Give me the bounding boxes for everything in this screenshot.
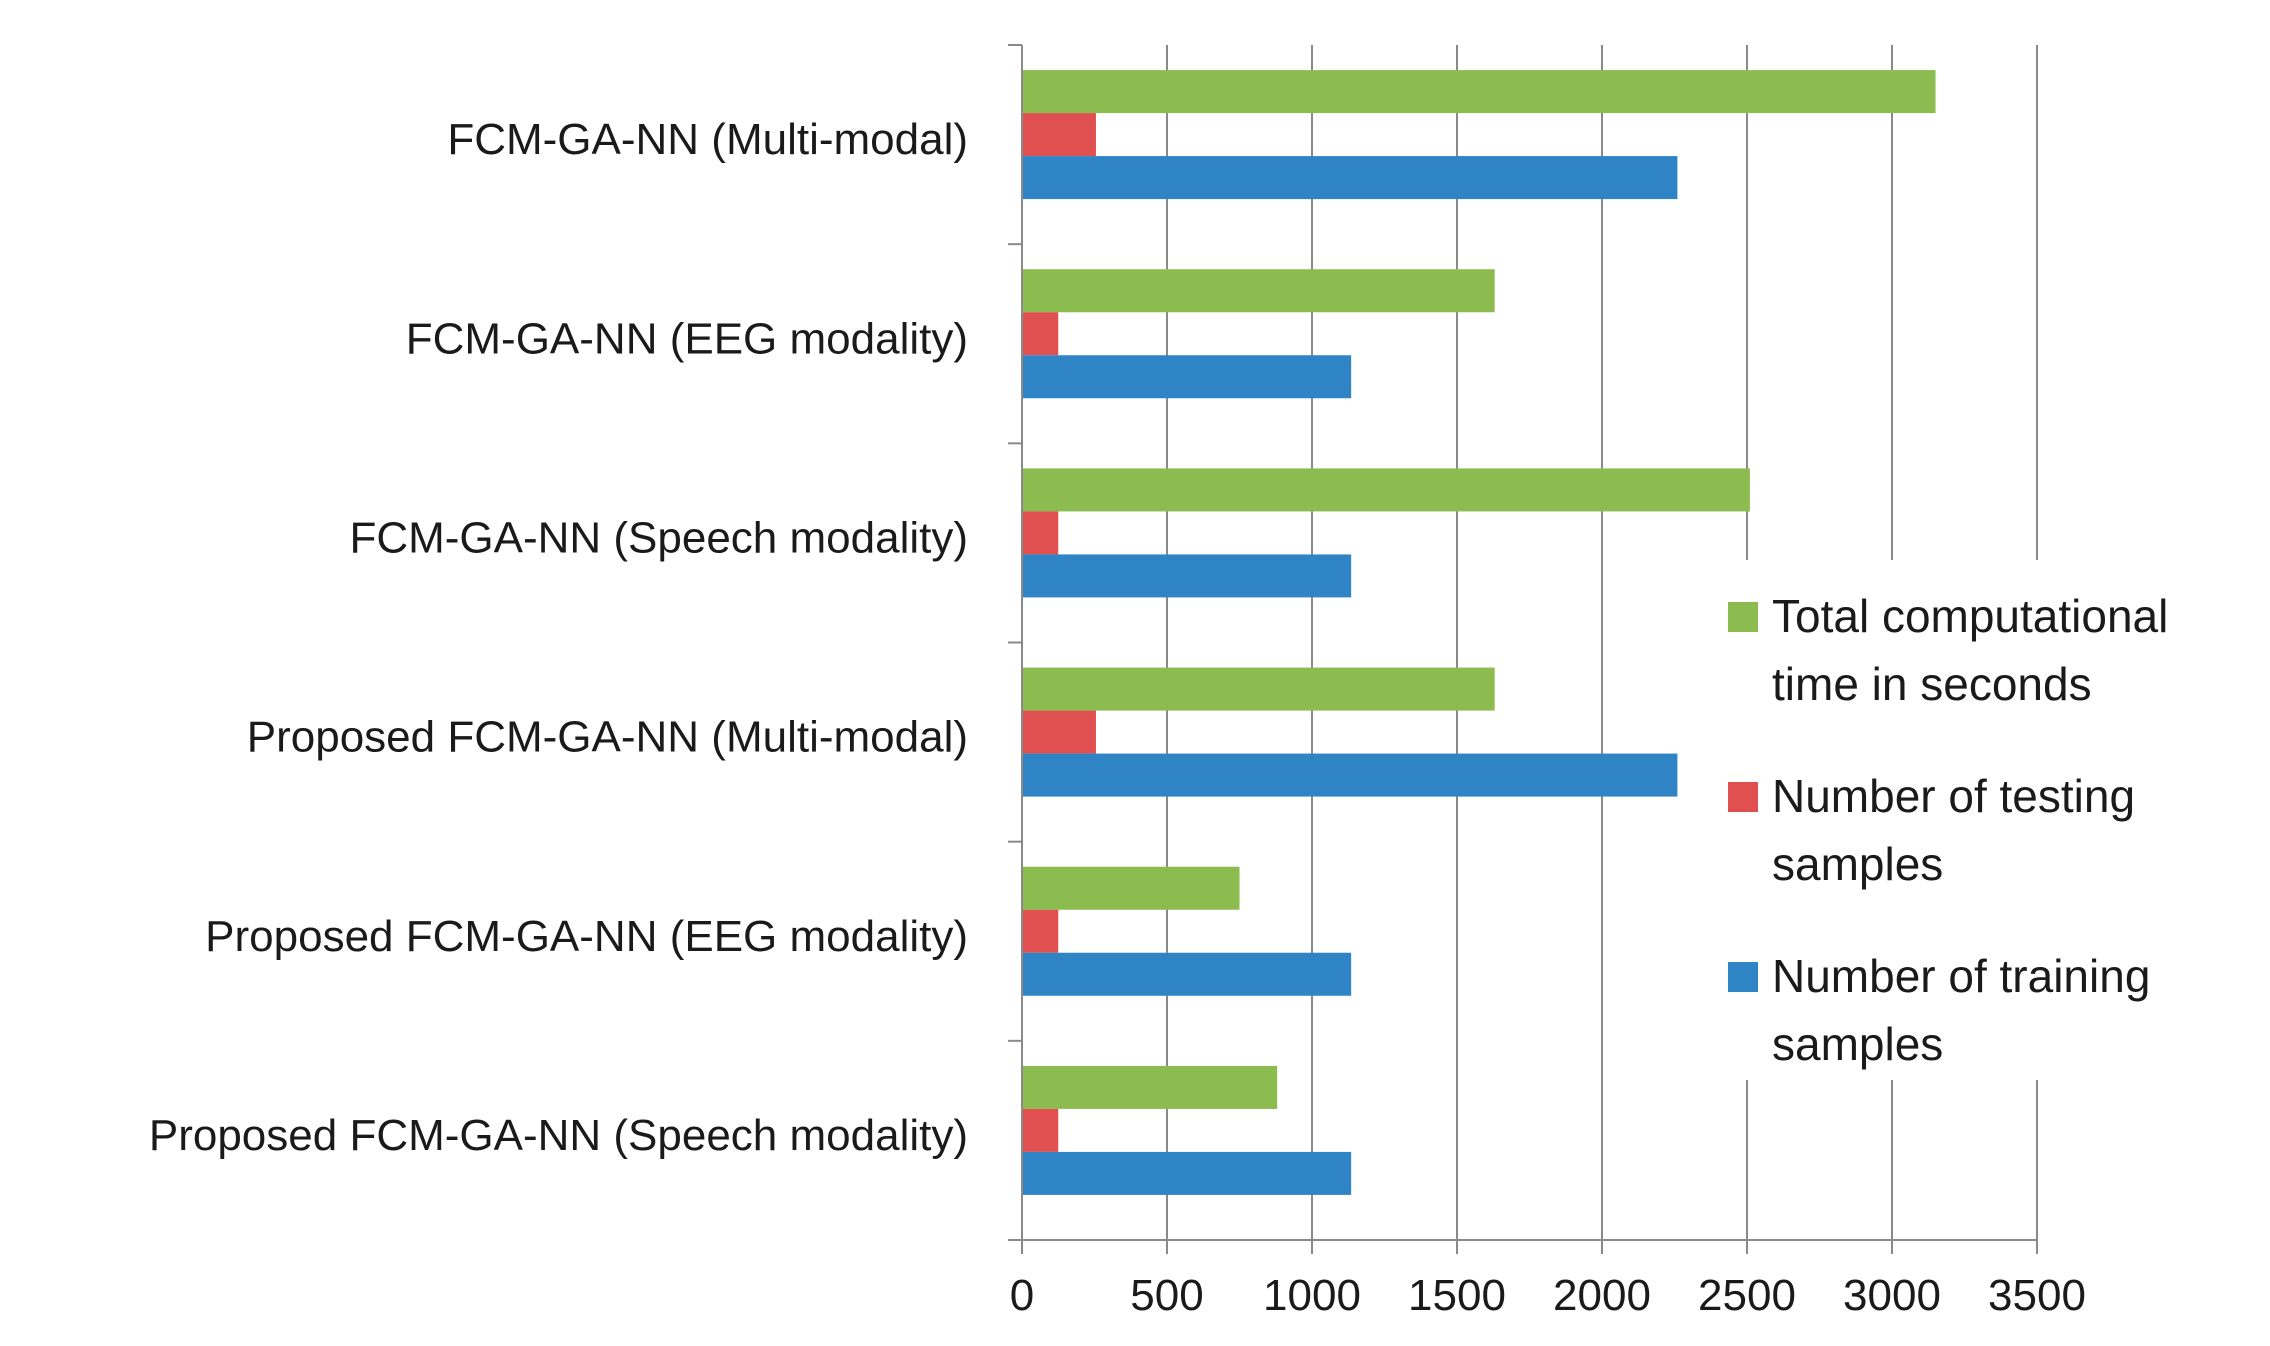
legend-label: Total computational time in seconds xyxy=(1772,590,2168,710)
category-label: FCM-GA-NN (Multi-modal) xyxy=(447,115,968,164)
legend-swatch xyxy=(1728,602,1758,632)
bar xyxy=(1023,269,1495,313)
category-labels: FCM-GA-NN (Multi-modal) FCM-GA-NN (EEG mo… xyxy=(149,115,968,1160)
bar xyxy=(1023,1108,1059,1152)
x-tick-label: 500 xyxy=(1130,1271,1203,1320)
bar xyxy=(1023,468,1750,512)
bar xyxy=(1023,952,1352,996)
x-tick-label: 0 xyxy=(1010,1271,1034,1320)
category-label: Proposed FCM-GA-NN (Multi-modal) xyxy=(247,713,968,762)
x-tick-label: 1500 xyxy=(1408,1271,1506,1320)
x-tick-label: 2000 xyxy=(1553,1271,1651,1320)
category-label: FCM-GA-NN (EEG modality) xyxy=(406,314,968,363)
bar xyxy=(1023,866,1240,910)
bar xyxy=(1023,70,1936,114)
legend-swatch xyxy=(1728,962,1758,992)
axes xyxy=(1008,44,2038,1254)
legend-label: Number of testing samples xyxy=(1772,770,2135,890)
bar xyxy=(1023,909,1059,953)
bar xyxy=(1023,156,1678,200)
bar xyxy=(1023,511,1059,555)
category-label: FCM-GA-NN (Speech modality) xyxy=(349,514,968,563)
bar xyxy=(1023,113,1096,157)
bar xyxy=(1023,667,1495,711)
x-tick-label: 1000 xyxy=(1263,1271,1361,1320)
legend-label: Number of training samples xyxy=(1772,950,2150,1070)
x-tick-label: 3500 xyxy=(1988,1271,2086,1320)
bar xyxy=(1023,710,1096,754)
x-tick-label: 3000 xyxy=(1843,1271,1941,1320)
bars xyxy=(1023,70,1936,1195)
bar xyxy=(1023,1151,1352,1195)
bar xyxy=(1023,1065,1278,1109)
bar xyxy=(1023,753,1678,797)
legend-background xyxy=(1700,560,2260,1080)
bar xyxy=(1023,554,1352,598)
category-label: Proposed FCM-GA-NN (Speech modality) xyxy=(149,1111,968,1160)
bar xyxy=(1023,355,1352,399)
legend: Total computational time in seconds Number… xyxy=(1700,560,2260,1080)
legend-swatch xyxy=(1728,782,1758,812)
bar xyxy=(1023,312,1059,356)
x-tick-label: 2500 xyxy=(1698,1271,1796,1320)
x-tick-labels: 0 500 1000 1500 2000 2500 3000 3500 xyxy=(1010,1271,2086,1320)
category-label: Proposed FCM-GA-NN (EEG modality) xyxy=(205,912,968,961)
